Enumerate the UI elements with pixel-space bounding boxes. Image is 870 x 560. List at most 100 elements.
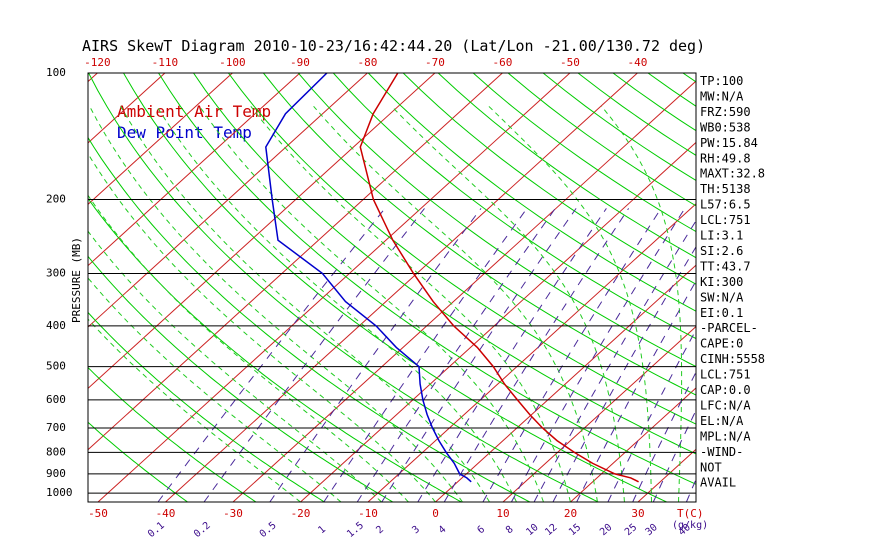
pressure-tick-label: 300 (46, 266, 66, 279)
mixing-ratio-tick-label: 0.2 (192, 520, 213, 540)
chart-title: AIRS SkewT Diagram 2010-10-23/16:42:44.2… (82, 37, 705, 55)
stability-index-item: WB0:538 (700, 120, 751, 134)
top-temperature-tick-label: -70 (425, 56, 445, 69)
stability-index-item: MPL:N/A (700, 429, 751, 443)
bottom-temperature-tick-label: 10 (496, 507, 509, 520)
stability-index-item: CAPE:0 (700, 337, 743, 351)
mixing-ratio-tick-label: 0.5 (258, 520, 279, 540)
isotherm-line (165, 73, 638, 502)
top-temperature-tick-label: -120 (84, 56, 111, 69)
stability-index-item: LI:3.1 (700, 229, 743, 243)
dry-adiabat-line (88, 136, 531, 502)
moist-adiabat-line (601, 105, 683, 502)
dry-adiabat-line (88, 311, 325, 502)
stability-index-item: FRZ:590 (700, 105, 751, 119)
pressure-tick-label: 400 (46, 319, 66, 332)
mixing-ratio-line (323, 208, 528, 502)
mixing-ratio-tick-label: 12 (543, 522, 559, 538)
moist-adiabat-line (391, 105, 625, 502)
dry-adiabat-line (158, 73, 696, 485)
dry-adiabat-line (367, 73, 696, 312)
stability-index-item: CINH:5558 (700, 352, 765, 366)
top-temperature-tick-label: -110 (152, 56, 179, 69)
series-line-dew-point-temp (265, 73, 472, 483)
mixing-ratio-unit-label: (g/kg) (672, 520, 708, 531)
x-axis-label: T(C) (677, 507, 704, 520)
stability-index-item: PW:15.84 (700, 136, 758, 150)
stability-index-item: SW:N/A (700, 290, 744, 304)
stability-index-item: LCL:751 (700, 368, 751, 382)
isotherm-line (570, 387, 696, 502)
bottom-temperature-tick-label: -50 (88, 507, 108, 520)
moist-adiabat-line (89, 106, 463, 502)
dry-adiabat-line (123, 73, 667, 502)
mixing-ratio-line (381, 208, 577, 502)
mixing-ratio-tick-label: 8 (504, 524, 516, 536)
moist-adiabat-line (88, 277, 342, 502)
pressure-tick-label: 100 (46, 66, 66, 79)
mixing-ratio-line (356, 208, 556, 502)
pressure-tick-label: 700 (46, 421, 66, 434)
stability-index-item: NOT (700, 460, 722, 474)
stability-index-item: L57:6.5 (700, 198, 751, 212)
dry-adiabat-line (263, 73, 696, 396)
mixing-ratio-tick-label: 10 (524, 522, 540, 538)
mixing-ratio-line (533, 219, 696, 502)
isotherm-line (88, 73, 301, 267)
stability-index-item: CAP:0.0 (700, 383, 751, 397)
dry-adiabat-line (88, 421, 188, 502)
mixing-ratio-line (510, 208, 686, 502)
plot-frame (87, 72, 697, 503)
isotherm-line (88, 73, 368, 328)
isotherm-line (232, 80, 696, 502)
mixing-ratio-line (482, 208, 662, 502)
pressure-tick-label: 900 (46, 467, 66, 480)
dry-adiabat-line (402, 73, 696, 285)
mixing-ratio-tick-label: 20 (598, 522, 614, 538)
stability-index-item: LCL:751 (700, 213, 751, 227)
isotherm-line (88, 73, 503, 451)
stability-index-item: -PARCEL- (700, 321, 758, 335)
dry-adiabat-line (88, 366, 257, 502)
dry-adiabat-line (88, 73, 599, 502)
isotherm-line (502, 325, 696, 502)
stability-index-item: EL:N/A (700, 414, 744, 428)
bottom-temperature-tick-label: -20 (291, 507, 311, 520)
mixing-ratio-line (203, 208, 425, 502)
profiles (265, 73, 639, 483)
mixing-ratio-tick-label: 30 (644, 522, 660, 538)
moist-adiabat-line (88, 194, 409, 502)
stability-index-item: MAXT:32.8 (700, 167, 765, 181)
mixing-ratio-tick-label: 1.5 (345, 520, 366, 540)
stability-index-item: TH:5138 (700, 182, 751, 196)
mixing-ratio-tick-label: 25 (623, 522, 639, 538)
moist-adiabat-line (88, 318, 301, 502)
series-line-ambient-air-temp (359, 73, 639, 483)
mixing-ratio-tick-label: 4 (437, 524, 449, 536)
bottom-temperature-tick-label: 30 (631, 507, 644, 520)
stability-index-item: TP:100 (700, 74, 743, 88)
bottom-temperature-tick-label: -30 (223, 507, 243, 520)
dry-adiabat-line (332, 73, 696, 340)
stability-index-item: LFC:N/A (700, 398, 751, 412)
stability-index-item: AVAIL (700, 476, 736, 490)
moist-adiabat-line (199, 106, 544, 502)
dry-adiabat-line (507, 73, 696, 207)
stability-index-item: RH:49.8 (700, 151, 751, 165)
moist-adiabat-line (488, 105, 652, 502)
legend-dew-point-temp: Dew Point Temp (117, 123, 252, 142)
pressure-tick-label: 600 (46, 393, 66, 406)
stability-index-item: TT:43.7 (700, 259, 751, 273)
isotherm-line (0, 73, 30, 502)
isotherm-line (773, 73, 870, 502)
bottom-temperature-tick-label: 0 (432, 507, 439, 520)
stability-index-item: EI:0.1 (700, 306, 743, 320)
mixing-ratio-tick-label: 15 (567, 522, 583, 538)
mixing-ratio-tick-label: 1 (316, 524, 328, 536)
top-temperature-tick-label: -100 (219, 56, 246, 69)
isotherm-line (88, 73, 233, 205)
dry-adiabat-line (647, 73, 696, 107)
pressure-tick-label: 800 (46, 445, 66, 458)
stability-index-item: MW:N/A (700, 89, 744, 103)
